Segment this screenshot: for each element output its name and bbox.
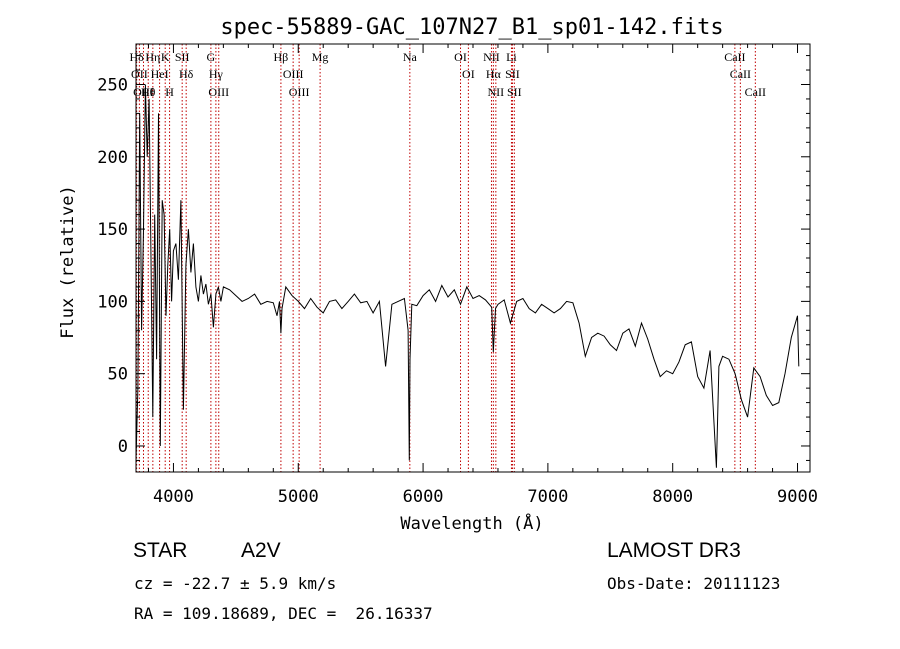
spectral-line-label: Hη [145,50,160,64]
obs-date: Obs-Date: 20111123 [607,574,781,593]
spectrum-line [135,84,800,468]
spectral-line-label: Li [506,50,517,64]
x-tick-label: 4000 [153,487,194,507]
redshift-text: cz = -22.7 ± 5.9 km/s [134,574,337,593]
spectral-line-labels: HδOIIOIIIHθHηHeIKHSIIHδGHγOIIIHβOIIIOIII… [129,50,766,99]
spectral-line-label: NII [483,50,500,64]
spectral-line-label: K [161,50,170,64]
spectral-line-label: CaII [724,50,745,64]
spectral-line-label: OIII [133,85,154,99]
x-tick-label: 6000 [403,487,444,507]
y-axis-label: Flux (relative) [58,185,78,339]
spectral-line-label: H [165,85,174,99]
spectral-line-markers [136,44,756,472]
chart-title: spec-55889-GAC_107N27_B1_sp01-142.fits [220,15,723,40]
spectral-line-label: OIII [283,67,304,81]
spectral-line-label: OII [131,67,148,81]
spectral-line-label: CaII [745,85,766,99]
spectral-line-label: Hγ [209,67,224,81]
x-tick-label: 8000 [652,487,693,507]
spectral-line-label: SII [175,50,190,64]
spectral-line-label: Hδ [129,50,144,64]
spectral-line-label: SII [507,85,522,99]
y-tick-label: 100 [97,292,128,312]
x-tick-label: 7000 [527,487,568,507]
spectral-line-label: SII [505,67,520,81]
object-class: STAR [133,539,188,562]
spectral-line-label: HeI [151,67,169,81]
x-tick-label: 9000 [777,487,818,507]
y-axis: 0 50 100 150 200 250 [97,55,810,461]
spectral-line-label: OIII [208,85,229,99]
y-tick-label: 50 [108,365,128,385]
x-tick-label: 5000 [278,487,319,507]
spectral-line-label: Hβ [274,50,289,64]
spectral-line-label: Na [403,50,418,64]
spectral-line-label: OIII [289,85,310,99]
y-tick-label: 200 [97,148,128,168]
spectral-line-label: OI [454,50,467,64]
spectral-line-label: NII [488,85,505,99]
spectral-line-label: Hθ [141,85,156,99]
spectral-line-label: Mg [312,50,329,64]
y-tick-label: 0 [118,437,128,457]
series-layer [135,84,800,468]
y-tick-label: 150 [97,220,128,240]
plot-frame [135,43,811,473]
spectral-line-label: Hα [486,67,502,81]
spectral-line-label: CaII [730,67,751,81]
object-subclass: A2V [241,539,281,562]
spectral-line-label: OI [462,67,475,81]
coordinates-text: RA = 109.18689, DEC = 26.16337 [134,604,433,623]
survey-name: LAMOST DR3 [607,539,741,562]
x-axis-label: Wavelength (Å) [400,512,543,534]
x-axis: 4000 5000 6000 7000 8000 9000 [147,44,818,507]
y-tick-label: 250 [97,75,128,95]
spectral-line-label: Hδ [179,67,194,81]
spectral-line-label: G [207,50,216,64]
